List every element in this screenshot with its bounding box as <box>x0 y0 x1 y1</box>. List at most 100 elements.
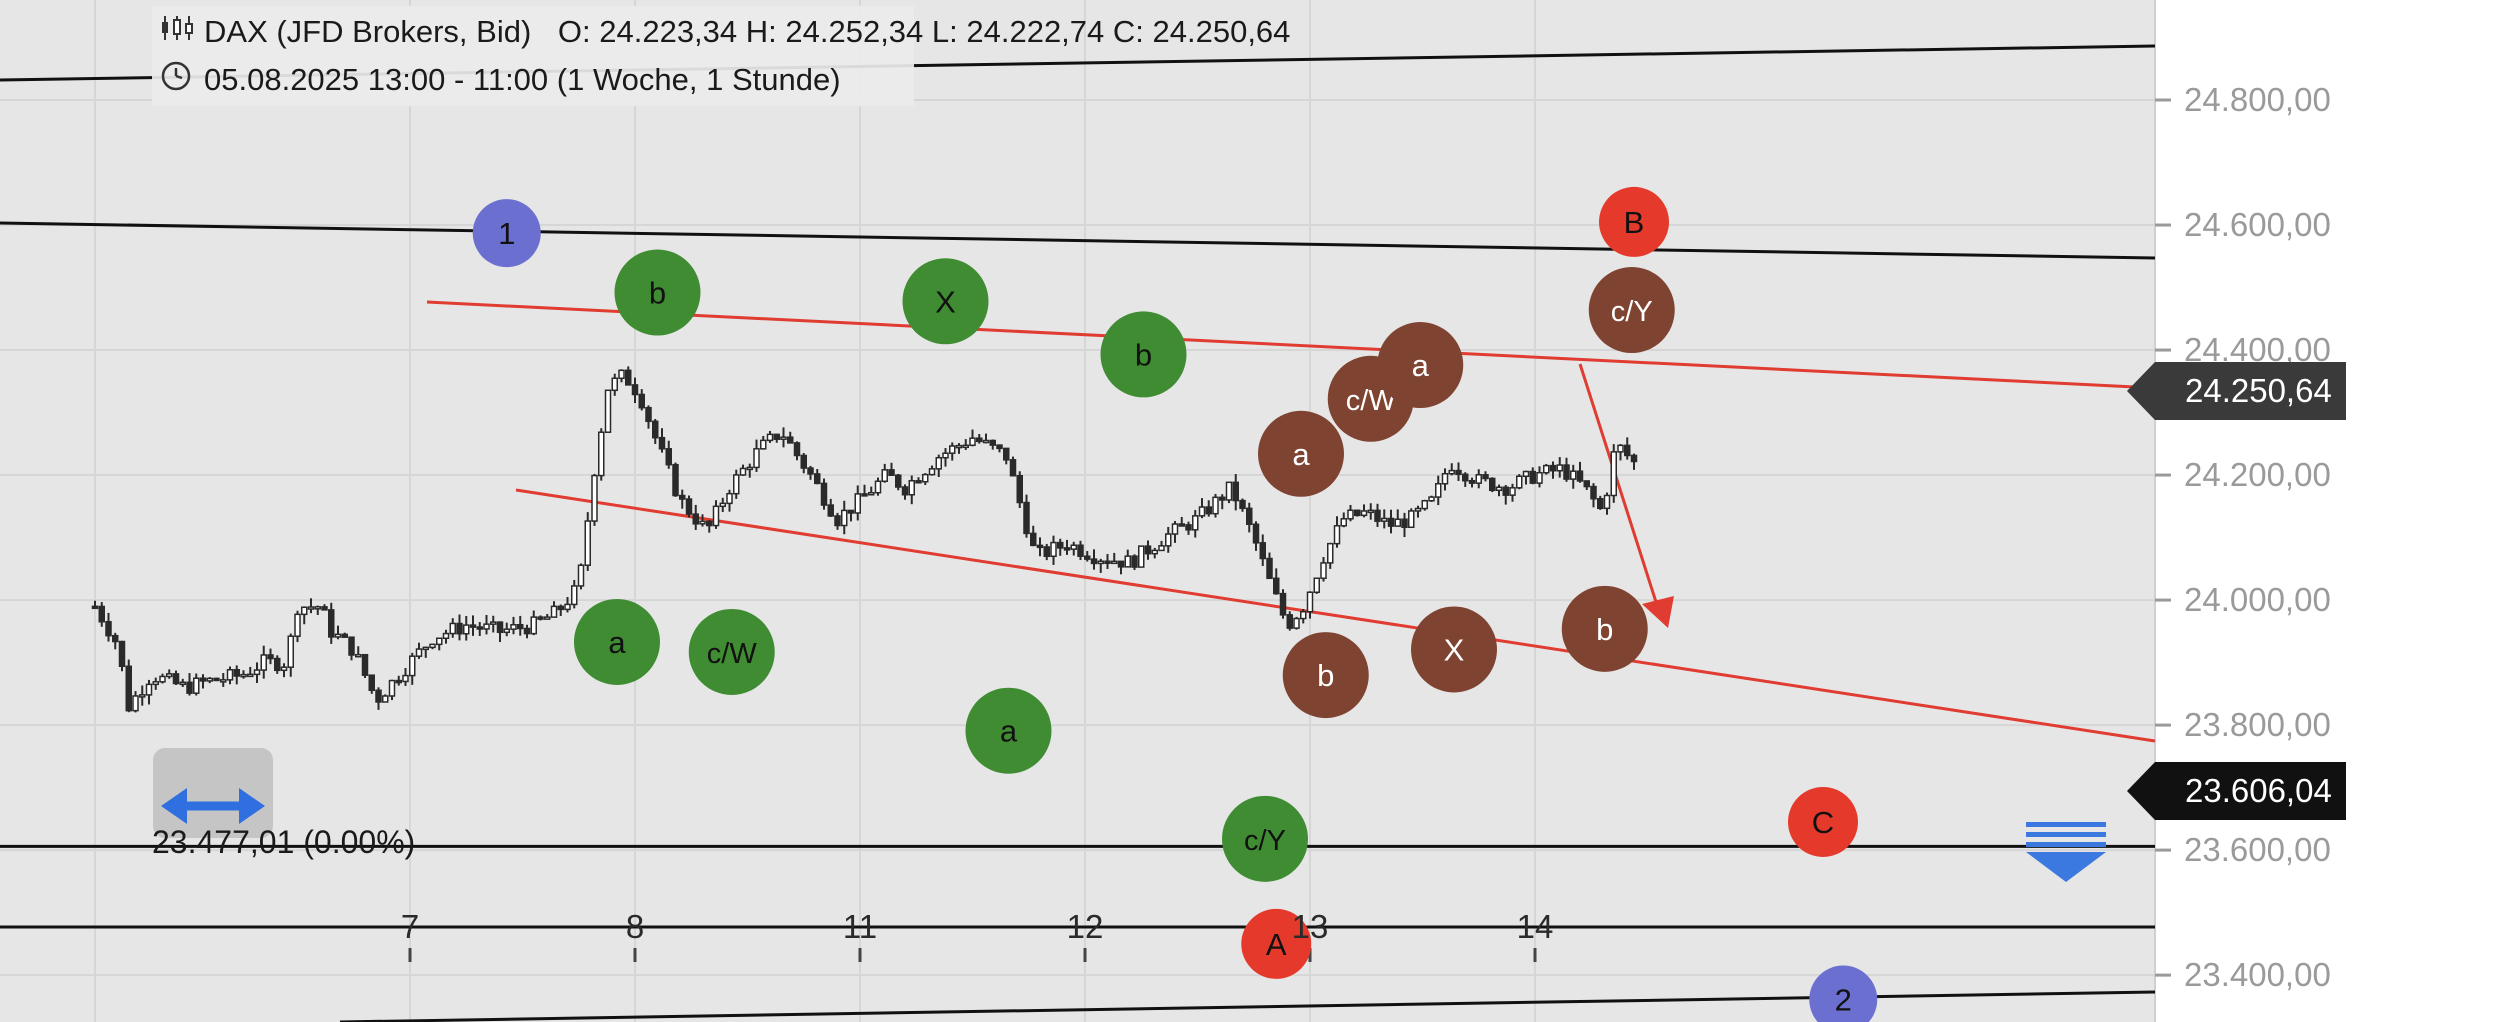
wave-label-circle <box>1258 410 1344 497</box>
wave-label-blue[interactable]: 1 <box>472 199 541 268</box>
wave-label-brown[interactable]: b <box>1282 632 1369 719</box>
wave-label-text: B <box>1624 205 1645 240</box>
collapse-arrow-icon[interactable] <box>2022 822 2110 886</box>
wave-label-text: 2 <box>1835 982 1852 1017</box>
candle-body <box>1232 481 1239 502</box>
candle-body <box>321 606 328 611</box>
period-line: 05.08.2025 13:00 - 11:00 (1 Woche, 1 Stu… <box>160 60 841 100</box>
candle-body <box>1003 447 1010 461</box>
candle-body <box>901 486 909 496</box>
wave-label-red[interactable]: C <box>1788 786 1858 857</box>
candle-body <box>861 493 868 497</box>
candle-body <box>949 445 956 454</box>
candle-body <box>1016 474 1023 504</box>
candle-body <box>382 695 389 703</box>
wave-label-green[interactable]: b <box>614 249 701 336</box>
candle-body <box>807 467 814 475</box>
wave-label-green[interactable]: X <box>902 258 989 345</box>
candle-body <box>841 509 848 527</box>
last-price-tag: 24.250,64 <box>2127 362 2346 420</box>
candle-body <box>625 369 632 386</box>
candle-body <box>1489 477 1496 492</box>
candle-body <box>314 606 321 610</box>
candle-body <box>915 480 922 484</box>
candle-body <box>1475 474 1482 484</box>
candle-body <box>530 616 537 635</box>
candle-body <box>1381 517 1388 522</box>
candle-body <box>409 655 416 677</box>
candle-body <box>699 520 706 525</box>
measure-tool-button[interactable] <box>153 748 273 838</box>
candlestick-icon <box>160 13 196 51</box>
candle-body <box>1212 496 1219 515</box>
candle-body <box>766 433 774 442</box>
wave-label-red[interactable]: A <box>1241 908 1312 979</box>
candle-body <box>773 433 780 440</box>
candle-body <box>240 673 247 678</box>
ohlc-values: O: 24.223,34 H: 24.252,34 L: 24.222,74 C… <box>557 13 1291 49</box>
candle-body <box>1070 544 1077 550</box>
candle-body <box>375 689 382 703</box>
candle-body <box>1036 544 1044 549</box>
candle-body <box>1583 480 1590 488</box>
plot-background <box>0 0 2155 1022</box>
candle-body <box>881 469 888 483</box>
candle-body <box>1185 524 1192 531</box>
forecast-arrow-head <box>1642 596 1674 628</box>
wave-label-green[interactable]: b <box>1100 311 1187 398</box>
candle-body <box>1252 523 1260 544</box>
candle-body <box>294 613 301 637</box>
candle-body <box>1340 518 1347 527</box>
wave-label-brown[interactable]: b <box>1561 585 1648 672</box>
y-tick-label: 24.800,00 <box>2184 81 2331 118</box>
candle-body <box>159 675 166 683</box>
candle-body <box>172 673 180 685</box>
y-tick-label: 23.800,00 <box>2184 706 2331 744</box>
wave-label-brown[interactable]: c/Y <box>1588 267 1675 354</box>
wave-label-green[interactable]: c/Y <box>1222 795 1308 882</box>
candle-body <box>1428 496 1435 502</box>
wave-label-green[interactable]: c/W <box>688 608 775 695</box>
candle-body <box>672 463 679 497</box>
candle-body <box>415 648 423 657</box>
candle-body <box>1347 509 1354 520</box>
wave-label-blue[interactable]: 2 <box>1809 965 1878 1022</box>
candle-body <box>1097 560 1104 565</box>
candle-body <box>1576 470 1584 482</box>
candle-body <box>166 673 173 678</box>
triangle-lower-line <box>515 488 2156 743</box>
candle-body <box>91 605 99 610</box>
candle-body <box>1387 517 1395 527</box>
candle-body <box>274 657 281 672</box>
candle-body <box>1205 506 1212 515</box>
wave-label-circle <box>688 608 775 695</box>
candle-body <box>517 624 524 630</box>
x-tick-label: 8 <box>625 908 645 945</box>
candle-body <box>402 674 409 683</box>
candle-body <box>1104 560 1111 564</box>
candle-body <box>1556 464 1563 472</box>
wave-label-green[interactable]: a <box>965 687 1052 774</box>
wave-label-brown[interactable]: a <box>1258 410 1344 497</box>
wave-label-brown[interactable]: X <box>1411 606 1497 693</box>
candle-body <box>827 504 834 517</box>
candle-body <box>341 633 348 638</box>
wave-label-brown[interactable]: a <box>1377 322 1464 409</box>
forecast-arrow-line <box>1578 363 1658 603</box>
candle-body <box>199 677 207 682</box>
wave-label-circle <box>1241 908 1312 979</box>
candle-body <box>1549 464 1557 472</box>
candle-body <box>557 605 564 611</box>
candle-body <box>679 494 686 500</box>
candle-body <box>746 466 753 471</box>
candle-body <box>834 515 841 527</box>
wave-label-green[interactable]: a <box>574 598 660 685</box>
candle-body <box>1590 485 1597 500</box>
candle-body <box>800 454 807 469</box>
wave-label-red[interactable]: B <box>1599 186 1669 257</box>
wave-label-circle <box>1100 311 1187 398</box>
wave-label-circle <box>1561 585 1648 672</box>
candle-body <box>253 669 261 676</box>
